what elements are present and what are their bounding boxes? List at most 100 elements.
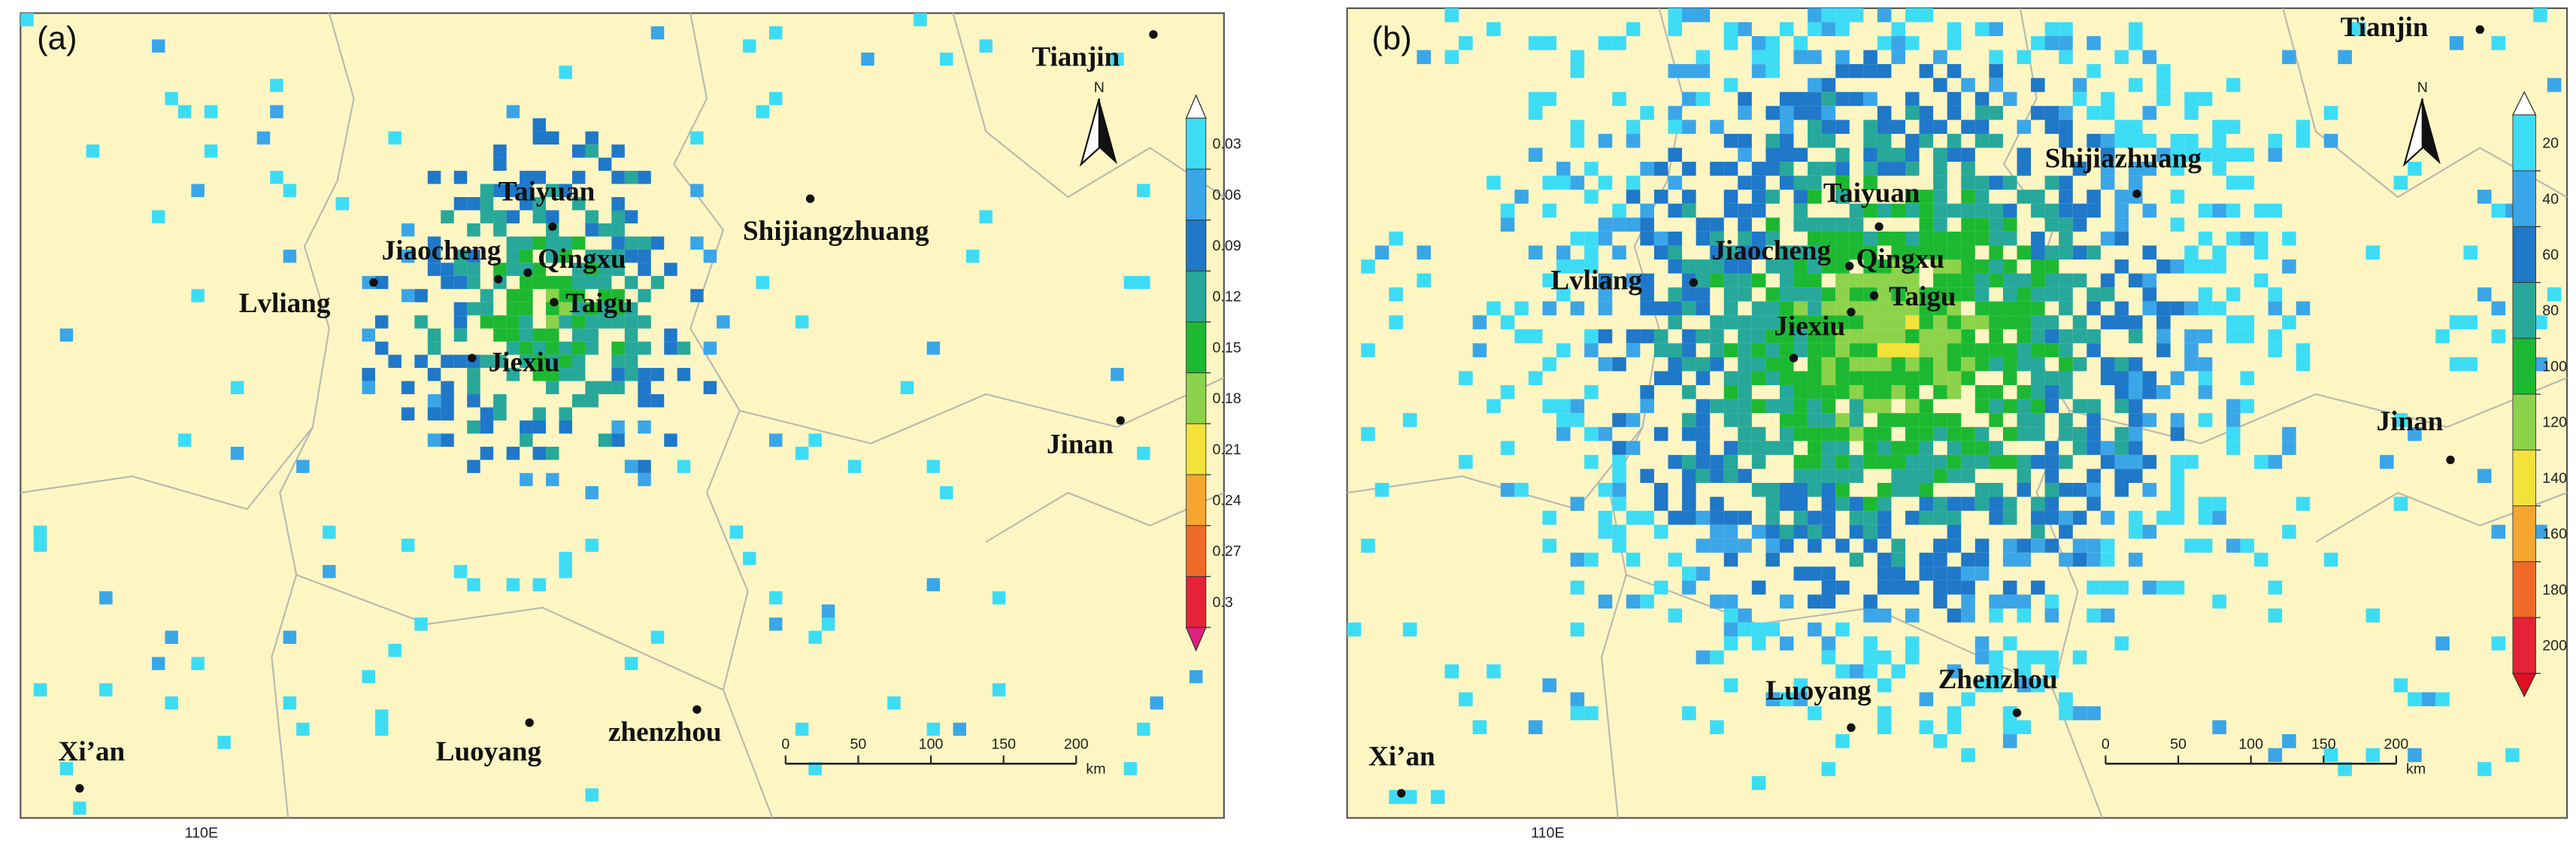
emission-cell — [2114, 190, 2129, 204]
emission-cell — [1793, 469, 1808, 483]
emission-cell — [2044, 315, 2059, 329]
emission-cell — [2044, 496, 2059, 511]
emission-cell — [1793, 371, 1808, 386]
colorbar-segment — [1186, 117, 1207, 170]
emission-cell — [1570, 260, 1585, 274]
emission-cell — [1779, 147, 1794, 162]
colorbar-segment — [2512, 114, 2536, 171]
emission-cell — [2044, 482, 2059, 497]
emission-cell — [2072, 329, 2087, 344]
emission-cell — [2002, 511, 2017, 525]
emission-cell — [1877, 162, 1892, 176]
emission-cell — [2170, 217, 2185, 232]
emission-cell — [1668, 287, 1683, 302]
emission-cell — [1821, 594, 1836, 609]
emission-cell — [1808, 482, 1822, 497]
emission-cell — [1849, 357, 1864, 372]
emission-cell — [1835, 50, 1850, 65]
emission-cell — [1570, 580, 1585, 595]
emission-cell — [1751, 524, 1766, 539]
emission-cell — [2100, 105, 2115, 120]
emission-cell — [1905, 301, 1920, 316]
emission-cell — [467, 394, 480, 408]
emission-cell — [283, 249, 297, 263]
emission-cell — [1877, 566, 1892, 581]
emission-cell — [2044, 105, 2059, 120]
emission-cell — [1723, 539, 1738, 553]
emission-cell — [2002, 92, 2017, 106]
emission-cell — [1612, 245, 1626, 260]
emission-cell — [2254, 273, 2268, 288]
emission-cell — [2044, 260, 2059, 274]
emission-cell — [2282, 260, 2296, 274]
emission-cell — [1961, 496, 1975, 511]
emission-cell — [151, 39, 165, 53]
emission-cell — [2198, 203, 2213, 218]
emission-cell — [1751, 231, 1766, 246]
emission-cell — [1640, 385, 1654, 399]
emission-cell — [2212, 301, 2226, 316]
emission-cell — [151, 210, 165, 223]
emission-cell — [1947, 36, 1962, 50]
emission-cell — [2002, 273, 2017, 288]
city-dot — [2446, 455, 2455, 465]
emission-cell — [2044, 385, 2059, 399]
emission-cell — [638, 171, 651, 184]
emission-cell — [2059, 50, 2073, 65]
emission-cell — [571, 144, 586, 158]
emission-cell — [1738, 622, 1752, 637]
emission-cell — [2142, 105, 2157, 120]
emission-cell — [2044, 22, 2059, 37]
colorbar-tick-label: 0.15 — [1213, 339, 1241, 356]
emission-cell — [1570, 64, 1585, 78]
city-label: Lvliang — [1550, 265, 1642, 296]
emission-cell — [1849, 245, 1864, 260]
emission-cell — [2156, 77, 2171, 93]
emission-cell — [1849, 203, 1864, 218]
emission-cell — [1821, 413, 1836, 427]
emission-cell — [1821, 482, 1836, 497]
emission-cell — [1556, 162, 1571, 176]
emission-cell — [520, 197, 533, 211]
emission-cell — [1989, 217, 2003, 232]
colorbar-tick-label: 0.03 — [1213, 136, 1241, 153]
emission-cell — [1891, 580, 1906, 595]
emission-cell — [1961, 315, 1975, 329]
emission-cell — [1612, 454, 1626, 469]
emission-cell — [2072, 203, 2087, 218]
emission-cell — [1905, 190, 1920, 204]
emission-cell — [1974, 315, 1990, 329]
emission-cell — [1723, 203, 1738, 218]
emission-cell — [506, 446, 520, 460]
emission-cell — [2268, 203, 2283, 218]
emission-cell — [1974, 260, 1990, 274]
emission-cell — [1808, 469, 1822, 483]
emission-cell — [2072, 482, 2087, 497]
emission-cell — [2017, 482, 2032, 497]
emission-cell — [1961, 594, 1975, 609]
emission-cell — [1877, 511, 1892, 525]
emission-cell — [1947, 203, 1962, 218]
emission-cell — [1835, 343, 1850, 357]
emission-cell — [2240, 539, 2255, 553]
emission-cell — [1849, 287, 1864, 302]
emission-cell — [559, 407, 572, 420]
city-label: Taiyuan — [1823, 178, 1920, 209]
emission-cell — [1808, 8, 1822, 23]
emission-cell — [453, 249, 468, 263]
emission-cell — [1933, 357, 1947, 372]
emission-cell — [2142, 580, 2157, 595]
emission-cell — [2533, 315, 2547, 329]
emission-cell — [1653, 524, 1668, 539]
city-dot — [494, 275, 503, 284]
emission-cell — [2087, 580, 2101, 595]
emission-cell — [1751, 357, 1766, 372]
emission-cell — [2212, 511, 2226, 525]
emission-cell — [2142, 133, 2157, 148]
emission-cell — [2435, 636, 2450, 651]
emission-cell — [2100, 511, 2115, 525]
emission-cell — [2491, 301, 2506, 316]
emission-cell — [2198, 147, 2213, 162]
emission-cell — [401, 289, 415, 302]
emission-cell — [598, 223, 612, 237]
